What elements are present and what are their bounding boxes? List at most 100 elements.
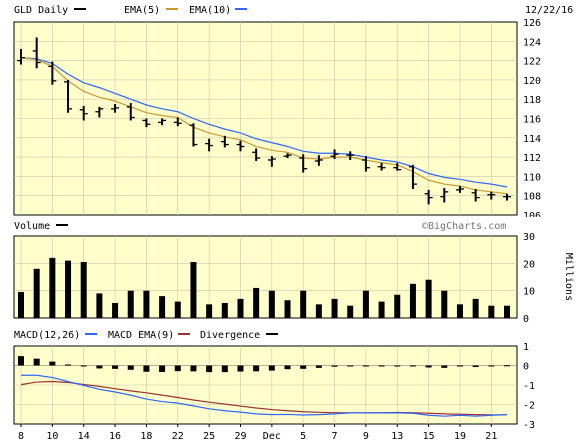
- ohlc-bar: [126, 103, 135, 121]
- price-y-axis: 106 108 110 112 114 116 118 120 122 124 126: [523, 18, 541, 222]
- ohlc-bar: [48, 61, 57, 85]
- divergence-bar: [112, 365, 119, 369]
- x-tick-label: 29: [234, 431, 246, 442]
- volume-bar: [96, 293, 103, 318]
- price-y-tick: 118: [523, 95, 541, 106]
- ohlc-bar: [17, 49, 25, 65]
- volume-bar: [362, 290, 369, 318]
- x-tick-label: 7: [332, 431, 338, 442]
- ohlc-bar: [408, 164, 417, 189]
- ema10-legend-label: EMA(10): [189, 5, 231, 16]
- divergence-bar: [65, 364, 72, 366]
- volume-bar: [268, 290, 275, 318]
- volume-bar: [206, 304, 213, 318]
- volume-bar: [127, 290, 134, 318]
- ohlc-bar: [330, 149, 339, 160]
- ohlc-bar: [111, 104, 120, 113]
- x-tick-label: 19: [454, 431, 466, 442]
- ohlc-bar: [393, 162, 402, 171]
- ema5-line: [20, 57, 508, 195]
- ohlc-bar: [158, 118, 167, 126]
- divergence-bar: [18, 356, 24, 366]
- divergence-bar: [253, 365, 260, 372]
- volume-bar: [159, 296, 166, 318]
- volume-y-label: Millions: [563, 253, 574, 301]
- macd-y-tick: 0: [523, 362, 529, 373]
- macd-line: [21, 374, 508, 417]
- x-tick-label: 9: [363, 431, 369, 442]
- divergence-bar: [143, 365, 150, 372]
- macd-label: MACD(12,26): [14, 330, 80, 341]
- ema10-line: [20, 57, 508, 188]
- volume-bar: [253, 287, 260, 318]
- volume-y-tick: 10: [523, 287, 535, 298]
- x-tick-label: 21: [485, 431, 497, 442]
- x-tick-label: 10: [46, 431, 58, 442]
- volume-bar: [409, 283, 416, 318]
- macd-y-axis: -3 -2 -1 0 1: [523, 342, 535, 431]
- volume-bars: [18, 257, 510, 318]
- volume-bar: [65, 260, 72, 318]
- ohlc-bar: [314, 155, 323, 166]
- ohlc-bar: [283, 153, 292, 159]
- ohlc-bar: [64, 79, 73, 113]
- ohlc-bar: [95, 106, 104, 118]
- volume-bar: [441, 290, 448, 318]
- volume-bar: [456, 304, 463, 318]
- price-y-tick: 114: [523, 134, 541, 145]
- x-tick-label: 13: [391, 431, 403, 442]
- volume-bar: [18, 292, 24, 318]
- macd-header: MACD(12,26) MACD EMA(9) Divergence: [14, 330, 278, 341]
- price-y-tick: 108: [523, 192, 541, 203]
- divergence-bar: [221, 365, 228, 373]
- volume-bar: [315, 304, 322, 318]
- ohlc-bar: [32, 37, 41, 69]
- volume-panel: 0 10 20 30 Millions: [13, 232, 574, 325]
- divergence-bar: [347, 365, 354, 367]
- price-panel: 106 108 110 112 114 116 118 120 122 124 126: [13, 18, 541, 222]
- volume-bar: [112, 302, 119, 318]
- divergence-bar: [80, 365, 87, 367]
- macd-y-tick: 1: [523, 342, 529, 353]
- symbol-label: GLD Daily: [14, 5, 68, 16]
- divergence-bar: [378, 365, 385, 367]
- macd-panel: -3 -2 -1 0 1: [13, 342, 535, 431]
- ohlc-bar: [252, 148, 261, 161]
- volume-bar: [174, 301, 181, 318]
- price-y-tick: 120: [523, 76, 541, 87]
- macd-grid: [14, 346, 517, 424]
- volume-header-bg: [0, 217, 579, 234]
- divergence-bar: [49, 361, 56, 366]
- price-y-tick: 116: [523, 115, 541, 126]
- macd-ema-label: MACD EMA(9): [108, 330, 174, 341]
- x-tick-label: 14: [78, 431, 90, 442]
- price-grid: [14, 22, 517, 215]
- price-y-tick: 112: [523, 153, 541, 164]
- divergence-bar: [159, 365, 166, 372]
- divergence-bar: [96, 365, 103, 369]
- x-tick-label: Dec: [263, 431, 281, 442]
- divergence-bar: [456, 365, 463, 367]
- price-y-tick: 106: [523, 211, 541, 222]
- ohlc-bar: [361, 156, 370, 172]
- ohlc-bar: [487, 191, 496, 200]
- divergence-bar: [190, 365, 197, 372]
- ohlc-bar: [189, 123, 198, 147]
- x-tick-label: 8: [18, 431, 24, 442]
- volume-bar: [331, 298, 338, 318]
- ema5-legend-label: EMA(5): [124, 5, 160, 16]
- divergence-bar: [174, 365, 181, 372]
- x-axis: 8 10 14 16 18 22 25 29 Dec 5 7 9 13 15 19 21: [18, 424, 497, 442]
- volume-label: Volume: [14, 221, 50, 232]
- divergence-bar: [425, 365, 432, 368]
- ohlc-bar: [205, 138, 214, 152]
- ohlc-bar: [173, 117, 182, 127]
- divergence-bar: [284, 365, 291, 370]
- divergence-bar: [331, 365, 338, 367]
- macd-y-tick: -3: [523, 420, 535, 431]
- volume-bar: [472, 298, 479, 318]
- ohlc-bar: [424, 189, 433, 205]
- divergence-bar: [441, 365, 448, 368]
- volume-bar: [488, 305, 495, 318]
